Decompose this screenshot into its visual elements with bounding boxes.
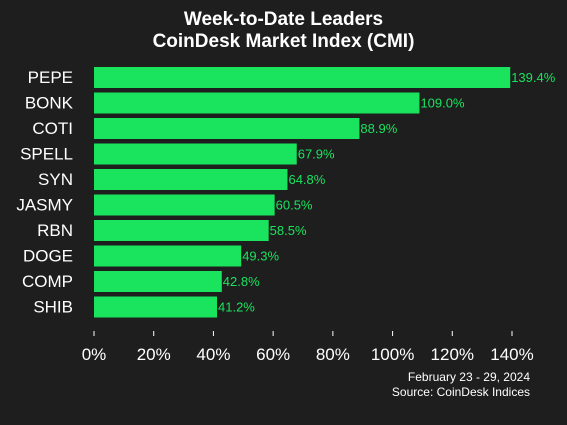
bar-coti	[94, 118, 360, 139]
bar-syn	[94, 169, 288, 190]
value-label: 64.8%	[288, 172, 325, 187]
category-label: SYN	[38, 170, 73, 189]
value-label: 58.5%	[270, 223, 307, 238]
value-label: 139.4%	[511, 70, 556, 85]
date-range: February 23 - 29, 2024	[407, 370, 530, 384]
category-label: COMP	[22, 272, 73, 291]
chart-subtitle: CoinDesk Market Index (CMI)	[152, 31, 415, 52]
bar-shib	[94, 296, 218, 318]
bar-comp	[94, 271, 222, 292]
bar-pepe	[94, 67, 511, 88]
x-tick-label: 120%	[431, 345, 474, 364]
value-label: 42.8%	[223, 274, 260, 289]
bar-rbn	[94, 220, 269, 241]
category-label: JASMY	[16, 196, 73, 215]
bar-spell	[94, 143, 297, 165]
category-label: DOGE	[23, 247, 73, 266]
x-tick-label: 60%	[256, 345, 290, 364]
value-label: 41.2%	[218, 300, 255, 315]
x-tick-label: 40%	[196, 345, 230, 364]
category-label: SHIB	[33, 298, 73, 317]
value-label: 88.9%	[360, 121, 397, 136]
bar-doge	[94, 245, 242, 267]
category-label: COTI	[32, 119, 73, 138]
bar-jasmy	[94, 194, 275, 216]
x-tick-label: 80%	[316, 345, 350, 364]
x-tick-label: 0%	[82, 345, 107, 364]
x-tick-label: 20%	[137, 345, 171, 364]
value-label: 109.0%	[420, 96, 465, 111]
category-label: SPELL	[20, 145, 73, 164]
x-tick-label: 100%	[371, 345, 414, 364]
value-label: 60.5%	[276, 198, 313, 213]
category-label: RBN	[37, 221, 73, 240]
category-label: PEPE	[28, 68, 73, 87]
chart-title: Week-to-Date Leaders	[183, 9, 384, 30]
x-tick-label: 140%	[490, 345, 533, 364]
source-note: Source: CoinDesk Indices	[391, 385, 530, 399]
value-label: 67.9%	[298, 147, 335, 162]
category-label: BONK	[25, 94, 74, 113]
bar-bonk	[94, 92, 420, 114]
value-label: 49.3%	[242, 249, 279, 264]
